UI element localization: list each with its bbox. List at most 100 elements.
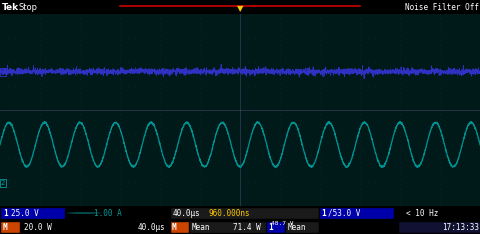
Point	[431, 180, 439, 184]
Point	[341, 84, 349, 88]
Point	[199, 156, 206, 160]
Point	[76, 86, 84, 90]
Point	[401, 60, 409, 64]
Point	[468, 156, 476, 160]
Point	[236, 34, 244, 38]
Point	[319, 60, 326, 64]
Point	[311, 84, 319, 88]
Point	[236, 29, 244, 33]
Point	[356, 113, 364, 116]
Point	[316, 69, 324, 73]
Point	[116, 169, 124, 173]
Point	[276, 152, 284, 156]
Point	[316, 91, 324, 94]
Point	[431, 132, 439, 136]
Point	[436, 200, 444, 204]
Point	[36, 161, 44, 164]
Point	[436, 82, 444, 86]
Point	[416, 108, 424, 112]
Point	[206, 84, 214, 88]
Point	[396, 147, 404, 151]
Point	[76, 60, 84, 64]
Point	[36, 78, 44, 81]
Point	[156, 25, 164, 29]
Point	[454, 60, 461, 64]
Point	[356, 139, 364, 143]
Point	[304, 108, 312, 112]
Point	[36, 147, 44, 151]
Point	[116, 180, 124, 184]
Point	[124, 108, 132, 112]
Point	[156, 121, 164, 125]
Point	[36, 95, 44, 99]
Point	[316, 108, 324, 112]
Point	[259, 156, 266, 160]
Point	[396, 104, 404, 107]
Point	[4, 108, 12, 112]
Point	[288, 60, 296, 64]
Point	[76, 91, 84, 94]
Point	[386, 60, 394, 64]
Point	[408, 156, 416, 160]
Point	[236, 165, 244, 169]
Point	[436, 47, 444, 51]
Point	[156, 191, 164, 195]
Point	[396, 34, 404, 38]
Point	[476, 84, 480, 88]
Point	[76, 174, 84, 177]
Point	[476, 156, 480, 160]
Point	[348, 156, 356, 160]
Point	[316, 82, 324, 86]
Text: < 10 Hz: < 10 Hz	[406, 208, 438, 217]
Point	[259, 132, 266, 136]
Point	[266, 36, 274, 40]
Point	[319, 156, 326, 160]
Point	[316, 182, 324, 186]
Point	[116, 204, 124, 208]
Point	[64, 132, 72, 136]
Point	[36, 174, 44, 177]
Point	[156, 86, 164, 90]
Point	[196, 25, 204, 29]
Point	[276, 25, 284, 29]
Point	[56, 108, 64, 112]
Point	[196, 86, 204, 90]
Point	[316, 169, 324, 173]
Point	[168, 132, 176, 136]
Point	[244, 108, 252, 112]
Point	[356, 169, 364, 173]
Point	[436, 43, 444, 46]
Point	[34, 60, 41, 64]
Point	[236, 47, 244, 51]
Point	[436, 169, 444, 173]
Point	[316, 43, 324, 46]
Point	[326, 108, 334, 112]
Point	[4, 180, 12, 184]
Point	[71, 36, 79, 40]
Point	[34, 36, 41, 40]
Point	[139, 36, 146, 40]
Point	[436, 134, 444, 138]
Point	[276, 51, 284, 55]
Point	[156, 156, 164, 160]
Point	[316, 139, 324, 143]
Point	[0, 132, 4, 136]
Point	[196, 191, 204, 195]
Point	[436, 130, 444, 134]
Point	[276, 182, 284, 186]
Point	[236, 36, 244, 40]
Point	[156, 16, 164, 20]
Point	[36, 34, 44, 38]
Point	[468, 108, 476, 112]
Point	[214, 132, 221, 136]
Point	[396, 43, 404, 46]
Point	[356, 134, 364, 138]
Point	[48, 156, 56, 160]
Point	[156, 56, 164, 59]
Point	[108, 132, 116, 136]
Point	[76, 200, 84, 204]
Point	[146, 132, 154, 136]
Point	[316, 152, 324, 156]
Point	[356, 95, 364, 99]
Point	[156, 139, 164, 143]
